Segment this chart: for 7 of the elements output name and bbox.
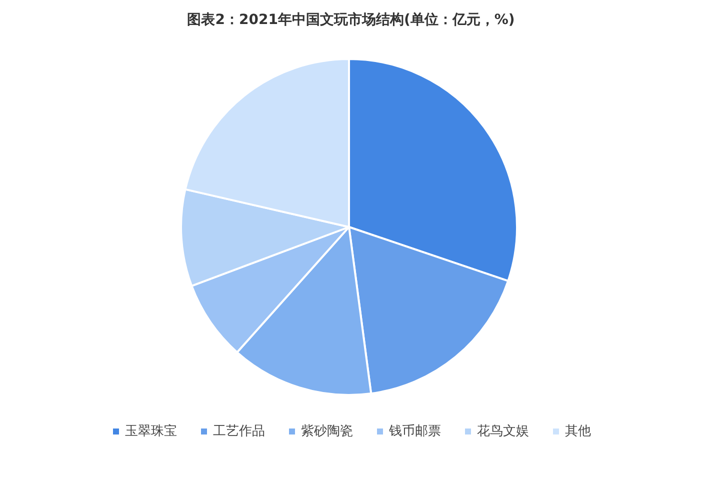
- legend-label: 花鸟文娱: [477, 424, 529, 439]
- legend-label: 紫砂陶瓷: [301, 424, 353, 439]
- chart-title: 图表2：2021年中国文玩市场结构(单位：亿元，%): [187, 11, 515, 28]
- legend-label: 其他: [565, 424, 591, 439]
- legend-label: 钱币邮票: [388, 424, 441, 439]
- legend-label: 玉翠珠宝: [125, 423, 177, 439]
- legend-label: 工艺作品: [213, 424, 265, 439]
